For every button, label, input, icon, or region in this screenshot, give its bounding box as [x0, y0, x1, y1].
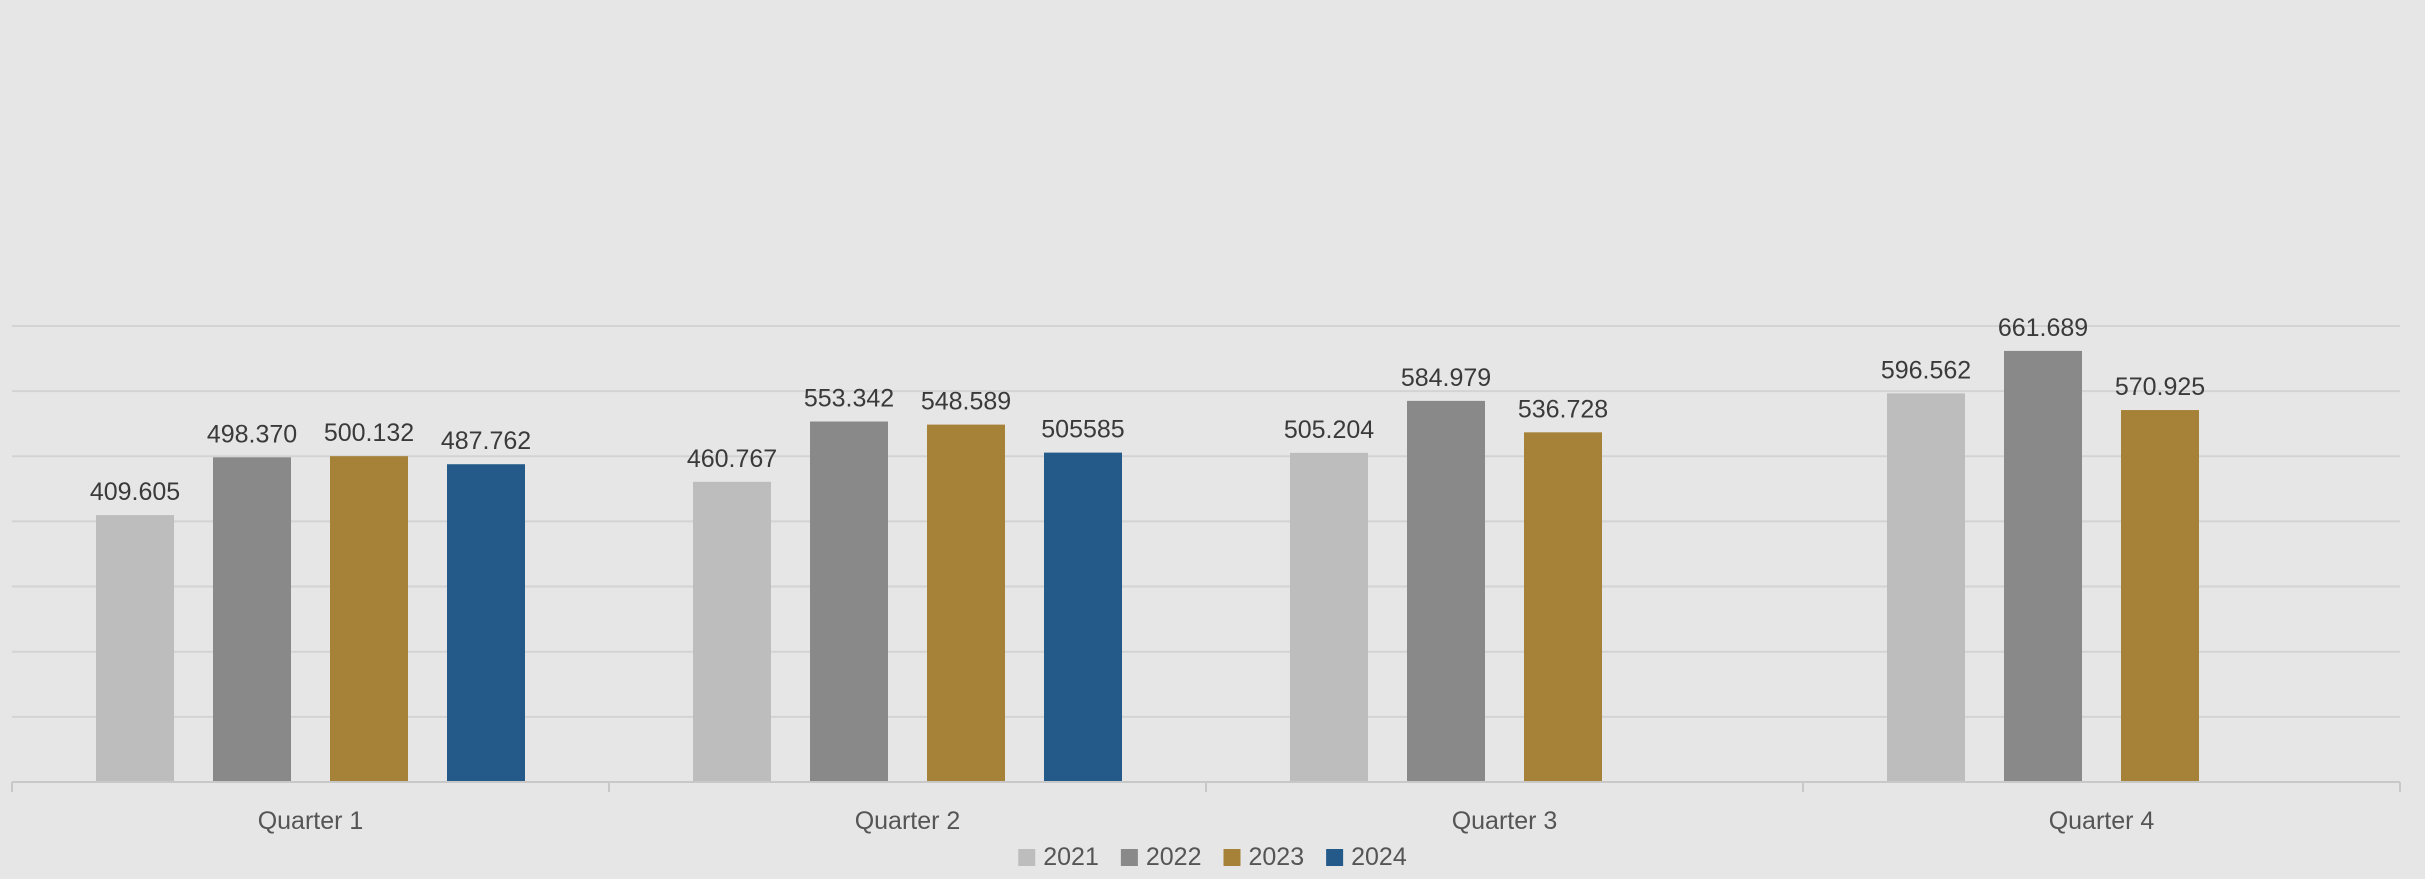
- x-axis: Quarter 1 Quarter 2 Quarter 3 Quarter 4: [11, 781, 2401, 835]
- bar-2021-q1: [96, 515, 174, 782]
- data-label: 548.589: [921, 388, 1011, 416]
- bar-2023-q2: [927, 424, 1005, 782]
- data-label: 500.132: [324, 419, 414, 447]
- bar-2022-q4: [2004, 350, 2082, 782]
- data-label: 498.370: [207, 420, 297, 448]
- bar-2023-q3: [1524, 432, 1602, 782]
- legend-label: 2022: [1146, 843, 1202, 871]
- data-label: 505585: [1041, 416, 1124, 444]
- legend-swatch: [1018, 849, 1036, 866]
- legend-label: 2024: [1351, 843, 1407, 871]
- gridlines: [12, 324, 2400, 718]
- data-label: 661.689: [1998, 314, 2088, 342]
- data-label: 536.728: [1518, 395, 1608, 423]
- legend-swatch: [1120, 849, 1138, 866]
- category-label: Quarter 1: [258, 807, 364, 835]
- bar-2022-q3: [1407, 400, 1485, 782]
- legend-item-2022: 2022: [1120, 843, 1202, 871]
- data-label: 487.762: [441, 427, 531, 455]
- data-label: 584.979: [1401, 364, 1491, 392]
- bars: [96, 350, 2199, 782]
- bar-2022-q1: [213, 457, 291, 782]
- bar-2021-q3: [1290, 452, 1368, 782]
- legend-item-2024: 2024: [1326, 843, 1407, 871]
- category-label: Quarter 4: [2049, 807, 2155, 835]
- category-label: Quarter 2: [855, 807, 961, 835]
- legend-item-2023: 2023: [1223, 843, 1305, 871]
- legend-swatch: [1223, 849, 1241, 866]
- legend-label: 2021: [1043, 843, 1099, 871]
- legend-label: 2023: [1249, 843, 1305, 871]
- data-label: 460.767: [687, 445, 777, 473]
- data-labels: 409.605 498.370 500.132 487.762 460.767 553.3…: [90, 314, 2205, 506]
- legend: 2021 2022 2023 2024: [1018, 843, 1407, 871]
- data-label: 409.605: [90, 478, 180, 506]
- bar-2021-q2: [693, 481, 771, 782]
- category-label: Quarter 3: [1452, 807, 1558, 835]
- data-label: 553.342: [804, 384, 894, 412]
- data-label: 505.204: [1284, 416, 1374, 444]
- bar-2021-q4: [1887, 393, 1965, 782]
- data-label: 570.925: [2115, 373, 2205, 401]
- data-label: 596.562: [1881, 356, 1971, 384]
- bar-2024-q1: [447, 464, 525, 782]
- legend-swatch: [1326, 849, 1344, 866]
- bar-2024-q2: [1044, 452, 1122, 782]
- legend-item-2021: 2021: [1018, 843, 1099, 871]
- bar-2023-q4: [2121, 410, 2199, 782]
- bar-2023-q1: [330, 456, 408, 782]
- bar-2022-q2: [810, 421, 888, 782]
